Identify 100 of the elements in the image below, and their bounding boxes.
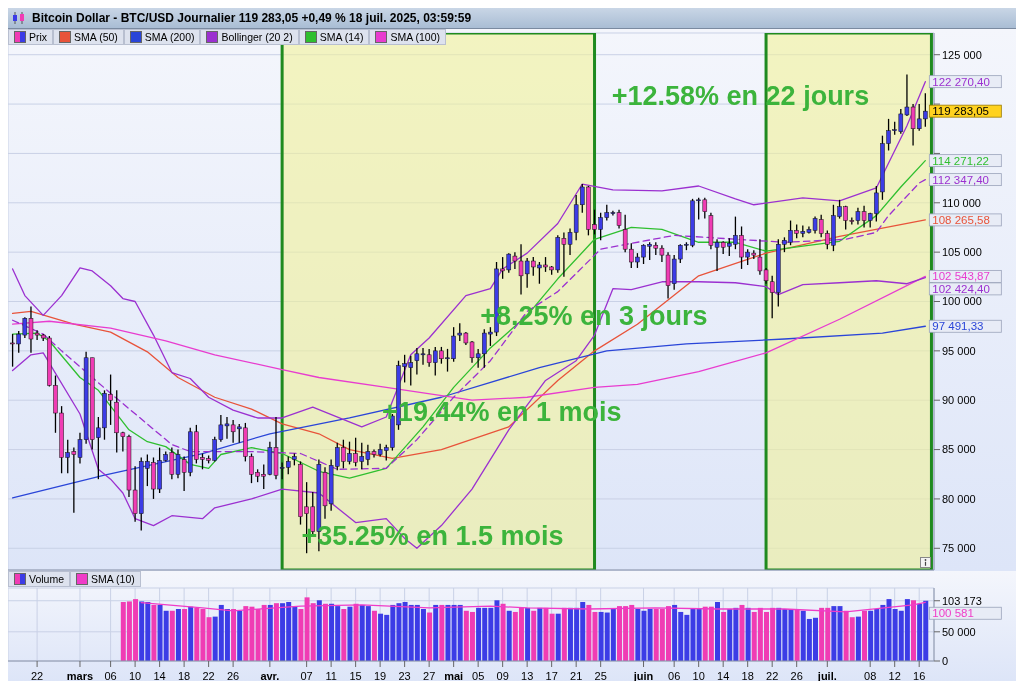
bar: [555, 613, 561, 661]
x-tick-label: avr.: [260, 670, 280, 682]
x-tick-label: 23: [398, 670, 411, 682]
y-tick-label: 110 000: [942, 196, 981, 209]
bar: [322, 603, 328, 661]
y-tick-label: 95 000: [942, 344, 976, 357]
x-tick-label: 14: [153, 670, 166, 682]
y-tick-label: 0: [942, 654, 949, 667]
legend-label: SMA (50): [74, 31, 118, 43]
bar: [543, 607, 549, 661]
bar: [267, 604, 273, 661]
line-series: [11, 275, 926, 401]
bar: [525, 607, 531, 661]
data-label: 112 347,40: [932, 173, 990, 186]
bar: [537, 607, 543, 661]
bar: [561, 607, 567, 661]
bar: [714, 602, 720, 661]
x-tick-label: 10: [692, 670, 705, 682]
legend-label: SMA (200): [144, 31, 195, 43]
legend-label: SMA (14): [319, 31, 364, 43]
bar: [298, 609, 304, 661]
x-tick-label: 27: [423, 670, 436, 682]
x-tick-label: 13: [521, 670, 534, 682]
chart-title: Bitcoin Dollar - BTC/USD Journalier 119 283,05 +0,49 % 18 juil. 2025, 03:59:59: [32, 11, 472, 25]
x-tick-label: 21: [570, 670, 583, 682]
x-tick-label: 11: [325, 670, 337, 682]
x-tick-label: 06: [668, 670, 681, 682]
data-label: 122 270,40: [932, 75, 990, 88]
bar: [647, 609, 653, 661]
x-tick-label: 09: [496, 670, 509, 682]
y-tick-label: 90 000: [942, 394, 976, 407]
legend-label: Bollinger (20 2): [221, 31, 293, 43]
x-tick-label: 14: [717, 670, 730, 682]
bar: [862, 610, 867, 661]
x-tick-label: 16: [913, 670, 926, 682]
line-series: [140, 601, 926, 613]
line-series: [11, 219, 926, 460]
legend-label: SMA (10): [91, 573, 135, 585]
x-tick-label: mars: [66, 670, 94, 682]
data-label: 100 581: [932, 607, 974, 620]
bar: [206, 617, 212, 661]
bar: [169, 610, 175, 661]
x-tick-label: 17: [545, 670, 558, 682]
bar: [371, 610, 377, 661]
legend-label: Prix: [29, 31, 48, 43]
x-tick-label: 08: [864, 670, 877, 682]
bar: [531, 610, 537, 661]
y-tick-label: 85 000: [942, 443, 976, 456]
line-series: [11, 81, 926, 428]
bar: [316, 600, 322, 661]
x-tick-label: 18: [741, 670, 754, 682]
y-tick-label: 105 000: [942, 246, 982, 259]
x-tick-label: 15: [349, 670, 362, 682]
bar: [739, 604, 745, 661]
y-tick-label: 125 000: [942, 48, 982, 61]
x-tick-label: 10: [128, 670, 142, 682]
x-tick-label: 22: [766, 670, 779, 682]
x-tick-label: 25: [594, 670, 607, 682]
bar: [433, 604, 439, 661]
bar: [745, 607, 751, 661]
x-tick-label: mai: [444, 670, 464, 682]
bar: [549, 613, 555, 661]
legend-label: SMA (100): [390, 31, 441, 43]
bar: [341, 609, 347, 661]
bar: [506, 610, 512, 661]
bar: [347, 606, 353, 661]
legend-label: Volume: [29, 573, 65, 585]
bar: [439, 604, 445, 661]
bar: [353, 603, 359, 661]
bar: [911, 600, 917, 661]
y-tick-label: 50 000: [942, 625, 976, 638]
data-label: 114 271,22: [932, 154, 990, 167]
bar: [445, 604, 451, 661]
bar: [188, 606, 194, 661]
text: 119 283,05: [932, 105, 990, 118]
y-tick-label: 80 000: [942, 492, 976, 505]
bar: [794, 609, 800, 661]
bar: [721, 611, 727, 661]
x-tick-label: 05: [472, 670, 485, 682]
y-tick-label: 100 000: [942, 295, 982, 308]
x-tick-label: 18: [177, 670, 191, 682]
data-label: 102 543,87: [932, 270, 990, 283]
bar: [696, 609, 702, 661]
x-tick-label: 22: [202, 670, 215, 682]
bar: [427, 612, 433, 661]
x-tick-label: 12: [888, 670, 901, 682]
x-tick-label: 07: [300, 670, 313, 682]
data-label: 102 424,40: [932, 282, 990, 295]
bar: [273, 603, 279, 661]
bar: [182, 609, 188, 661]
x-tick-label: 26: [790, 670, 803, 682]
line-series: [11, 276, 926, 549]
y-tick-label: 103 173: [942, 594, 982, 607]
x-tick-label: 26: [226, 670, 240, 682]
x-tick-label: 06: [104, 670, 117, 682]
bar: [855, 616, 861, 661]
bar: [175, 609, 181, 661]
x-tick-label: 19: [374, 670, 387, 682]
y-tick-label: 75 000: [942, 542, 976, 555]
bar: [231, 609, 237, 661]
